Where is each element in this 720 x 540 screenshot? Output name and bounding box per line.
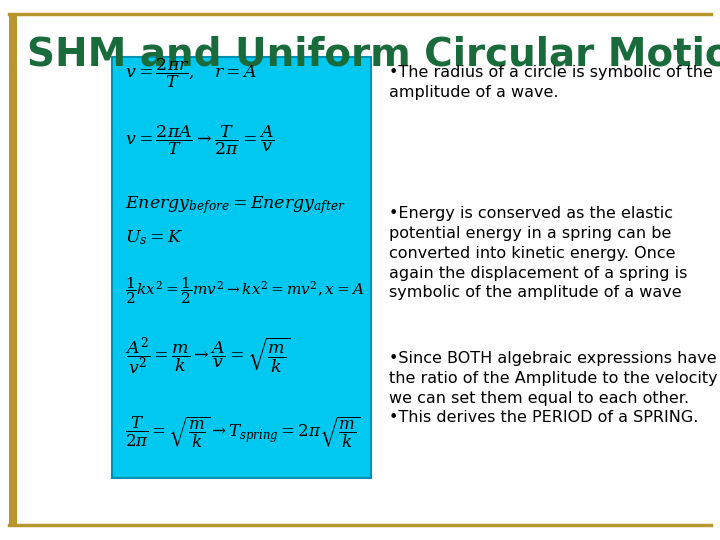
Text: $\dfrac{A^2}{v^2} = \dfrac{m}{k} \rightarrow \dfrac{A}{v} = \sqrt{\dfrac{m}{k}}$: $\dfrac{A^2}{v^2} = \dfrac{m}{k} \righta… — [125, 336, 290, 377]
Bar — [112, 57, 371, 478]
Text: •Since BOTH algebraic expressions have
the ratio of the Amplitude to the velocit: •Since BOTH algebraic expressions have t… — [389, 351, 717, 426]
Text: •Energy is conserved as the elastic
potential energy in a spring can be
converte: •Energy is conserved as the elastic pote… — [389, 206, 687, 300]
Text: $v = \dfrac{2\pi A}{T} \rightarrow \dfrac{T}{2\pi} = \dfrac{A}{v}$: $v = \dfrac{2\pi A}{T} \rightarrow \dfra… — [125, 124, 274, 157]
Text: $\dfrac{T}{2\pi} = \sqrt{\dfrac{m}{k}} \rightarrow T_{spring} = 2\pi\sqrt{\dfrac: $\dfrac{T}{2\pi} = \sqrt{\dfrac{m}{k}} \… — [125, 414, 360, 450]
Text: $\dfrac{1}{2}kx^2 = \dfrac{1}{2}mv^2 \rightarrow kx^2 = mv^2, x = A$: $\dfrac{1}{2}kx^2 = \dfrac{1}{2}mv^2 \ri… — [125, 275, 364, 306]
Text: $v = \dfrac{2\pi r}{T},\quad r = A$: $v = \dfrac{2\pi r}{T},\quad r = A$ — [125, 56, 257, 90]
Bar — [9, 16, 17, 524]
Text: $Energy_{before} = Energy_{after}$: $Energy_{before} = Energy_{after}$ — [125, 194, 346, 216]
Text: SHM and Uniform Circular Motion: SHM and Uniform Circular Motion — [27, 35, 720, 73]
Text: $U_s = K$: $U_s = K$ — [125, 228, 183, 247]
Text: •The radius of a circle is symbolic of the
amplitude of a wave.: •The radius of a circle is symbolic of t… — [389, 65, 713, 99]
